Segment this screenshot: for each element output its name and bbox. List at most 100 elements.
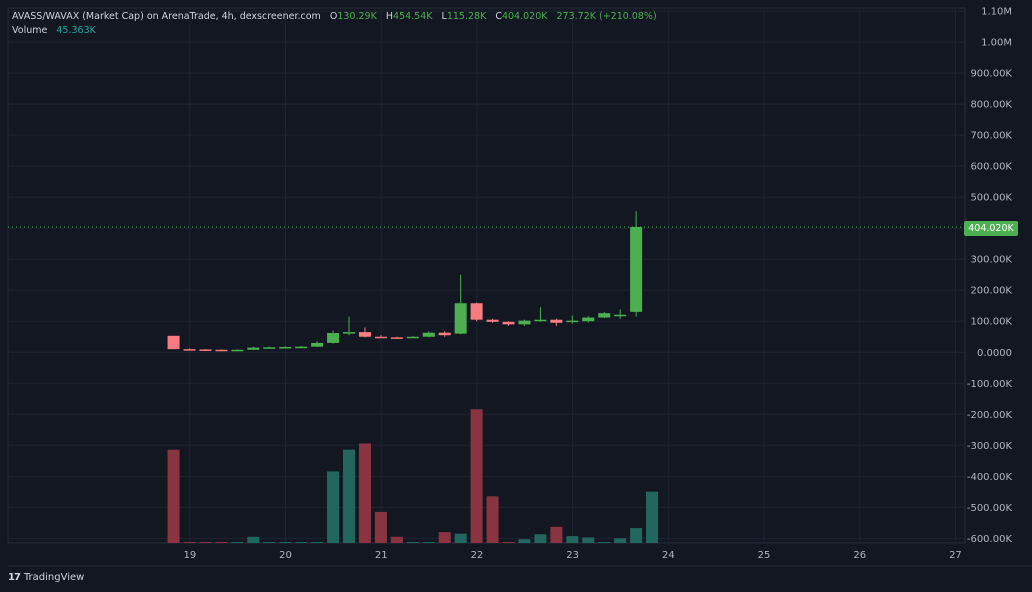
y-tick-label: 0.0000: [977, 348, 1012, 359]
volume-bar: [311, 542, 324, 543]
y-tick-label: 1.10M: [981, 7, 1012, 18]
volume-bar: [374, 511, 387, 543]
candle-body: [582, 317, 595, 322]
candle-body: [598, 313, 611, 318]
legend-open-label: O: [329, 11, 338, 22]
legend-low-label: L: [441, 11, 447, 22]
y-tick-label: 300.00K: [970, 255, 1012, 266]
candle-body: [566, 320, 579, 323]
volume-bar: [598, 542, 611, 543]
candle-body: [438, 332, 451, 336]
candle-body: [279, 346, 292, 349]
volume-bar: [327, 471, 340, 543]
candle-body: [327, 333, 340, 343]
candle-body: [183, 349, 196, 351]
candle-body: [630, 226, 643, 312]
candle-body: [518, 320, 531, 325]
y-tick-label: -400.00K: [967, 472, 1013, 483]
volume-bar: [247, 536, 260, 543]
volume-bar: [295, 542, 308, 543]
legend-close-label: C: [495, 11, 502, 22]
legend-high-value: 454.54K: [393, 11, 433, 22]
volume-bar: [422, 542, 435, 543]
y-tick-label: 600.00K: [970, 162, 1012, 173]
tradingview-logo-icon: 17: [8, 572, 21, 583]
y-tick-label: 200.00K: [970, 286, 1012, 297]
x-tick-label: 21: [375, 550, 388, 561]
x-tick-label: 19: [183, 550, 196, 561]
legend-symbol: AVASS/WAVAX (Market Cap) on ArenaTrade, …: [12, 11, 321, 22]
x-tick-label: 24: [662, 550, 675, 561]
candle-body: [215, 349, 228, 352]
candle-body: [486, 319, 499, 322]
volume-bar: [550, 526, 563, 543]
legend-low-value: 115.28K: [446, 11, 487, 22]
legend-open-value: 130.29K: [337, 11, 377, 22]
y-tick-label: 1.00M: [981, 38, 1012, 49]
candle-body: [311, 342, 324, 347]
volume-bar: [646, 491, 659, 543]
x-tick-label: 22: [471, 550, 484, 561]
tradingview-brand-name: TradingView: [23, 572, 85, 583]
candle-body: [295, 346, 308, 349]
legend-change: 273.72K (+210.08%): [556, 11, 657, 22]
candle-body: [199, 349, 212, 351]
y-tick-label: -100.00K: [967, 379, 1013, 390]
volume-bar: [630, 528, 643, 543]
volume-bar: [470, 409, 483, 543]
volume-bar: [502, 542, 515, 543]
candle-body: [550, 319, 563, 323]
y-tick-label: -300.00K: [967, 441, 1013, 452]
y-tick-label: 700.00K: [970, 131, 1012, 142]
candle-body: [534, 319, 547, 322]
last-price-label: 404.020K: [964, 221, 1018, 236]
volume-bar: [279, 542, 292, 543]
candle-body: [263, 347, 276, 349]
x-tick-label: 20: [279, 550, 292, 561]
candle-body: [614, 314, 627, 317]
y-tick-label: -200.00K: [967, 410, 1013, 421]
candle-body: [502, 321, 515, 325]
candle-body: [470, 303, 483, 320]
plot-frame: [7, 7, 966, 544]
candle-body: [358, 332, 371, 337]
y-tick-label: 500.00K: [970, 193, 1012, 204]
candle-body: [406, 336, 419, 339]
y-tick-label: 100.00K: [970, 317, 1012, 328]
volume-bar: [390, 536, 403, 543]
legend-high-label: H: [385, 11, 393, 22]
volume-bar: [438, 532, 451, 543]
volume-bar: [582, 537, 595, 543]
candle-body: [374, 336, 387, 339]
candle-body: [390, 337, 403, 339]
x-tick-label: 25: [758, 550, 771, 561]
volume-bar: [343, 449, 356, 543]
y-tick-label: 900.00K: [970, 69, 1012, 80]
candle-body: [231, 349, 244, 352]
volume-bar: [534, 534, 547, 543]
volume-bar: [231, 542, 244, 543]
legend-row-volume: Volume 45.363K: [12, 24, 657, 38]
candle-body: [247, 347, 260, 350]
x-tick-label: 26: [853, 550, 866, 561]
volume-bar: [518, 539, 531, 543]
legend-volume-label: Volume: [12, 25, 48, 36]
candle-body: [454, 303, 467, 334]
legend-row-price: AVASS/WAVAX (Market Cap) on ArenaTrade, …: [12, 10, 657, 24]
candle-body: [343, 332, 356, 334]
volume-bar: [406, 542, 419, 543]
volume-bar: [454, 533, 467, 543]
volume-bar: [167, 449, 180, 543]
volume-bar: [358, 443, 371, 543]
y-tick-label: -500.00K: [967, 503, 1013, 514]
x-tick-label: 27: [949, 550, 962, 561]
legend-close-value: 404.020K: [501, 11, 548, 22]
volume-bar: [566, 536, 579, 543]
y-tick-label: -600.00K: [967, 534, 1013, 545]
tradingview-brand[interactable]: 17 TradingView: [8, 572, 84, 583]
chart-legend: AVASS/WAVAX (Market Cap) on ArenaTrade, …: [12, 10, 657, 38]
candle-body: [167, 335, 180, 350]
volume-bar: [263, 542, 276, 543]
